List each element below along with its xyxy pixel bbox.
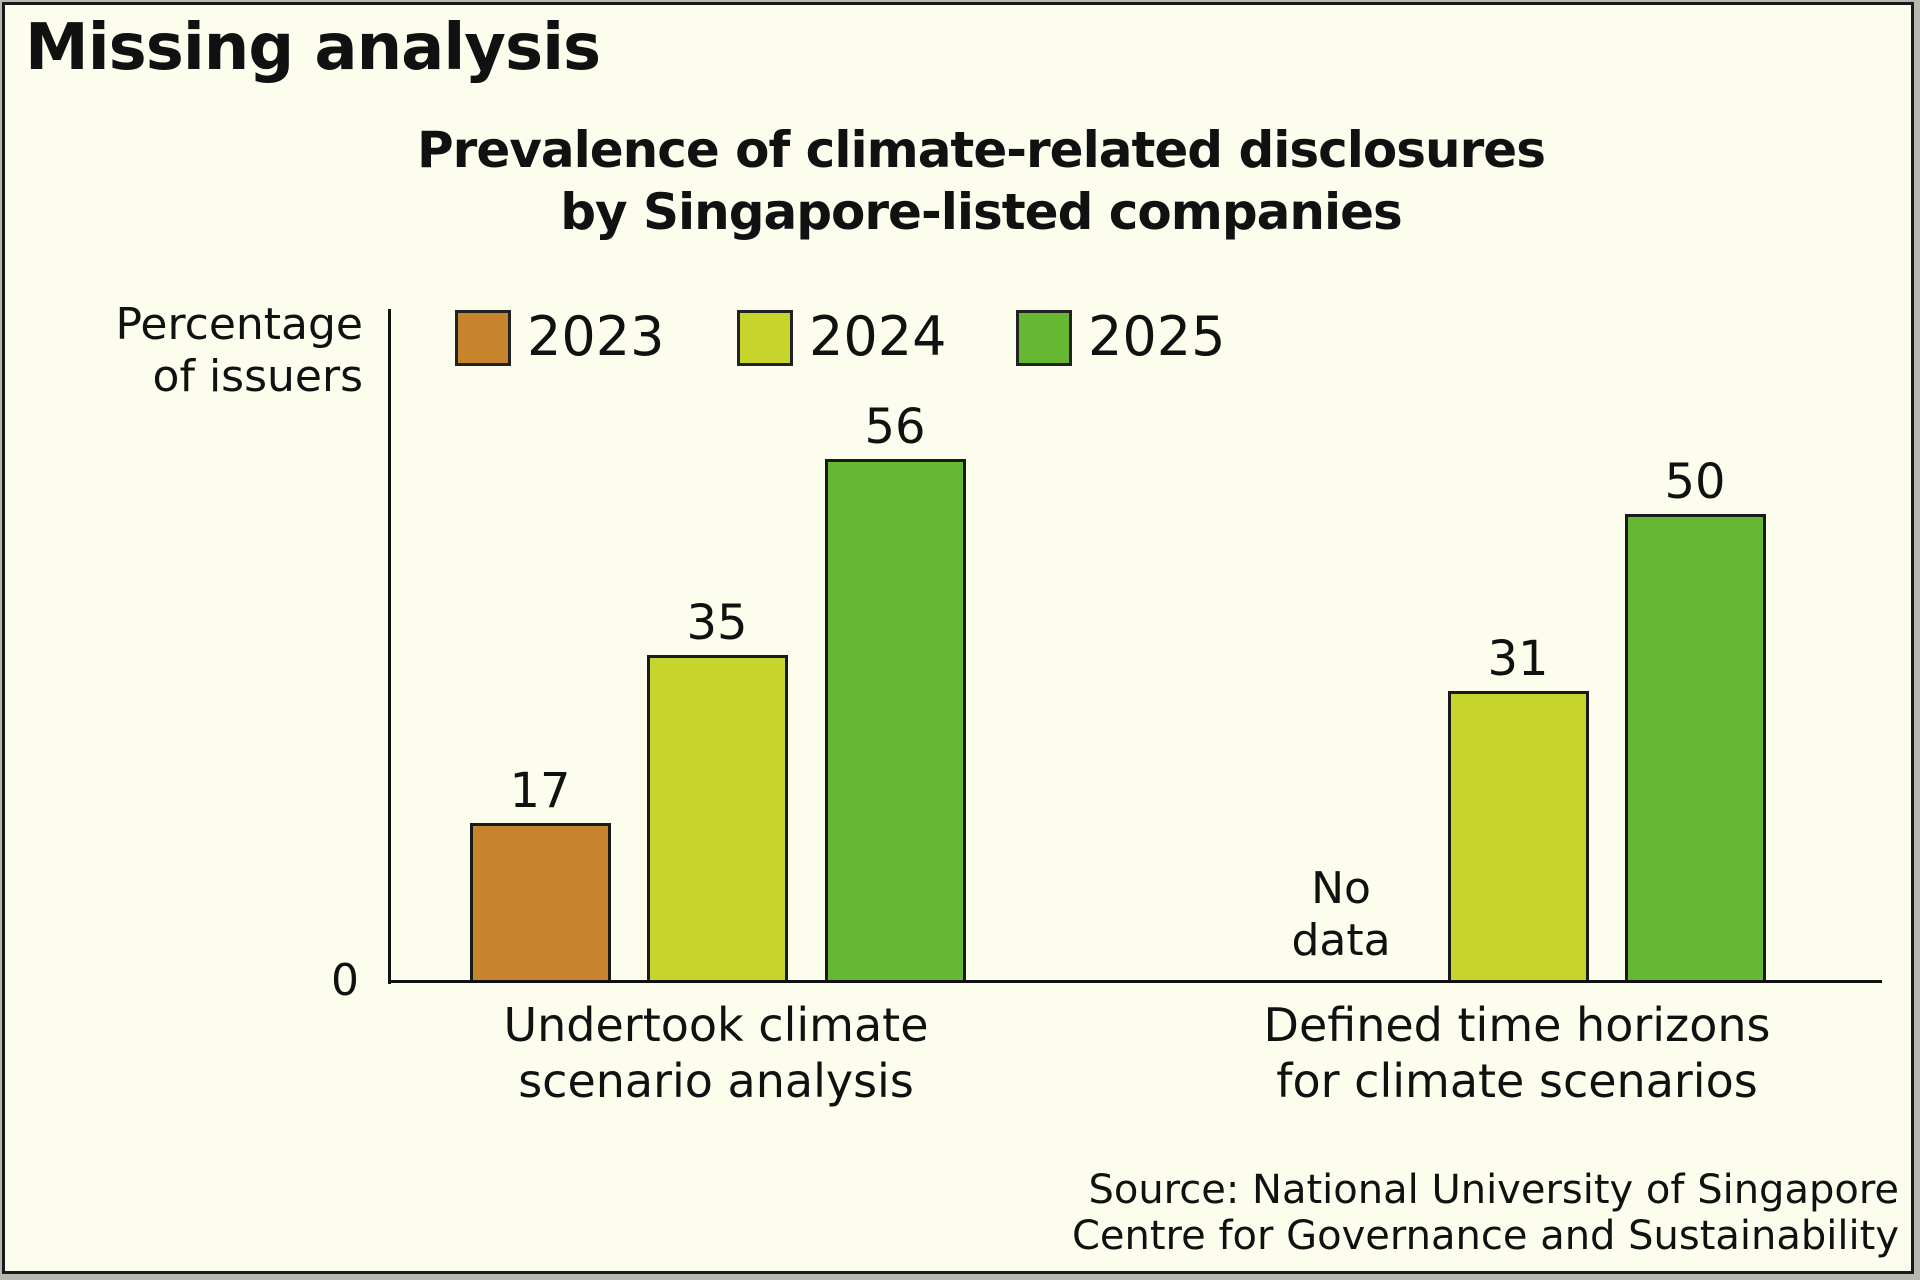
category-label-time-horizons: Defined time horizons for climate scenar… (1167, 997, 1867, 1109)
legend-label-2025: 2025 (1088, 305, 1226, 368)
chart-title-line-2: by Singapore-listed companies (560, 183, 1403, 241)
bar-scenario-analysis-2025 (825, 459, 966, 983)
headline: Missing analysis (25, 11, 601, 85)
chart-title-line-1: Prevalence of climate-related disclosure… (417, 121, 1546, 179)
y-axis-zero-tick: 0 (331, 955, 359, 1006)
no-data-annotation: No data (1241, 863, 1441, 967)
legend-label-2023: 2023 (527, 305, 665, 368)
no-data-line-1: No (1311, 863, 1371, 914)
source-note: Source: National University of Singapore… (1072, 1167, 1899, 1259)
bar-scenario-analysis-2023 (470, 823, 611, 983)
category-label-scenario-analysis: Undertook climate scenario analysis (366, 997, 1066, 1109)
bar-value-label: 35 (686, 595, 748, 651)
bar-value-label: 31 (1487, 631, 1549, 687)
y-axis-label-line-1: Percentage (115, 299, 363, 350)
no-data-line-2: data (1291, 915, 1391, 966)
y-axis-label: Percentage of issuers (115, 299, 363, 403)
source-line-2: Centre for Governance and Sustainability (1071, 1213, 1899, 1259)
bar-value-label: 50 (1664, 454, 1726, 510)
category-label-line-2: for climate scenarios (1276, 1054, 1758, 1108)
bar-value-label: 56 (864, 399, 926, 455)
chart-title: Prevalence of climate-related disclosure… (5, 119, 1920, 243)
bar-time-horizons-2025 (1625, 514, 1766, 983)
y-axis-line (388, 309, 391, 984)
bar-time-horizons-2024 (1448, 691, 1589, 983)
legend-label-2024: 2024 (809, 305, 947, 368)
legend-swatch-2025 (1016, 310, 1072, 366)
x-axis-line (388, 980, 1882, 983)
bar-value-label: 17 (509, 763, 571, 819)
legend-swatch-2023 (455, 310, 511, 366)
category-label-line-1: Defined time horizons (1263, 998, 1771, 1052)
category-label-line-1: Undertook climate (503, 998, 929, 1052)
category-label-line-2: scenario analysis (518, 1054, 914, 1108)
source-line-1: Source: National University of Singapore (1088, 1167, 1899, 1213)
bar-scenario-analysis-2024 (647, 655, 788, 983)
y-axis-label-line-2: of issuers (152, 351, 363, 402)
legend-swatch-2024 (737, 310, 793, 366)
